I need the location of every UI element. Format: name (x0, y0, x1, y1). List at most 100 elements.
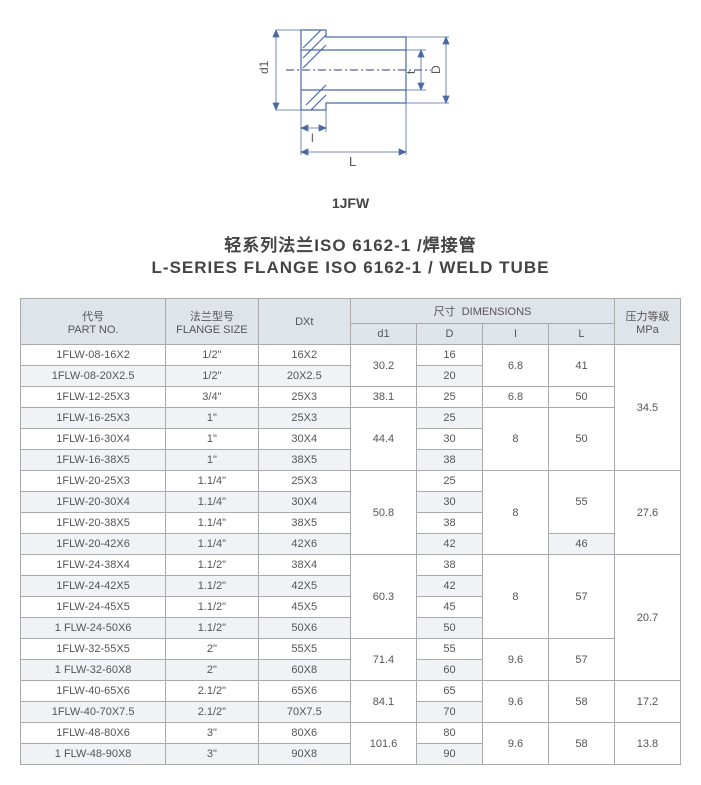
table-row: 1FLW-20-25X31.1/4"25X350.82585527.6 (21, 471, 681, 492)
table-cell: 1FLW-24-45X5 (21, 597, 166, 618)
table-cell: 25 (416, 471, 482, 492)
th-dimensions: 尺寸 DIMENSIONS (350, 299, 614, 324)
table-cell: 58 (548, 681, 614, 723)
table-cell: 30X4 (258, 492, 350, 513)
table-cell: 1/2" (166, 366, 258, 387)
table-row: 1FLW-08-16X21/2"16X230.2166.84134.5 (21, 345, 681, 366)
table-cell: 16 (416, 345, 482, 366)
table-cell: 38 (416, 555, 482, 576)
table-row: 1FLW-24-38X41.1/2"38X460.33885720.7 (21, 555, 681, 576)
th-D: D (416, 324, 482, 345)
table-cell: 6.8 (482, 387, 548, 408)
table-cell: 1FLW-08-16X2 (21, 345, 166, 366)
table-cell: 65X6 (258, 681, 350, 702)
table-cell: 20X2.5 (258, 366, 350, 387)
th-d1: d1 (350, 324, 416, 345)
table-row: 1FLW-12-25X33/4"25X338.1256.850 (21, 387, 681, 408)
th-mpa: 压力等级MPa (614, 299, 680, 345)
table-cell: 34.5 (614, 345, 680, 471)
table-cell: 25 (416, 408, 482, 429)
figure-label: 1JFW (20, 195, 681, 211)
table-cell: 55X5 (258, 639, 350, 660)
th-I: I (482, 324, 548, 345)
table-cell: 1FLW-40-70X7.5 (21, 702, 166, 723)
table-cell: 55 (416, 639, 482, 660)
table-cell: 42X5 (258, 576, 350, 597)
table-cell: 8 (482, 471, 548, 555)
th-dxt: DXt (258, 299, 350, 345)
dim-D: D (429, 65, 443, 74)
table-row: 1FLW-40-65X62.1/2"65X684.1659.65817.2 (21, 681, 681, 702)
table-cell: 8 (482, 408, 548, 471)
table-cell: 1/2" (166, 345, 258, 366)
table-cell: 57 (548, 555, 614, 639)
table-cell: 1FLW-48-80X6 (21, 723, 166, 744)
figure-area: d1 t D (20, 10, 681, 211)
table-cell: 44.4 (350, 408, 416, 471)
table-cell: 9.6 (482, 723, 548, 765)
table-cell: 50X6 (258, 618, 350, 639)
table-cell: 1FLW-32-55X5 (21, 639, 166, 660)
table-cell: 1FLW-40-65X6 (21, 681, 166, 702)
table-cell: 55 (548, 471, 614, 534)
dim-d1: d1 (257, 60, 271, 74)
table-cell: 70 (416, 702, 482, 723)
table-cell: 50 (548, 408, 614, 471)
table-cell: 1.1/4" (166, 471, 258, 492)
table-cell: 9.6 (482, 639, 548, 681)
table-cell: 45X5 (258, 597, 350, 618)
th-flange-size: 法兰型号FLANGE SIZE (166, 299, 258, 345)
table-cell: 3/4" (166, 387, 258, 408)
table-cell: 58 (548, 723, 614, 765)
table-cell: 2.1/2" (166, 702, 258, 723)
table-cell: 1FLW-08-20X2.5 (21, 366, 166, 387)
table-cell: 16X2 (258, 345, 350, 366)
table-cell: 1" (166, 408, 258, 429)
table-cell: 1FLW-16-38X5 (21, 450, 166, 471)
table-cell: 1FLW-24-38X4 (21, 555, 166, 576)
table-row: 1FLW-32-55X52"55X571.4559.657 (21, 639, 681, 660)
table-cell: 1FLW-20-38X5 (21, 513, 166, 534)
table-cell: 57 (548, 639, 614, 681)
technical-drawing: d1 t D (231, 10, 471, 180)
table-cell: 1.1/2" (166, 576, 258, 597)
title-english: L-SERIES FLANGE ISO 6162-1 / WELD TUBE (20, 258, 681, 278)
table-body: 1FLW-08-16X21/2"16X230.2166.84134.51FLW-… (21, 345, 681, 765)
table-cell: 1.1/4" (166, 534, 258, 555)
table-cell: 8 (482, 555, 548, 639)
table-cell: 13.8 (614, 723, 680, 765)
table-cell: 1.1/4" (166, 492, 258, 513)
table-cell: 101.6 (350, 723, 416, 765)
spec-table: 代号PART NO. 法兰型号FLANGE SIZE DXt 尺寸 DIMENS… (20, 298, 681, 765)
table-cell: 1FLW-12-25X3 (21, 387, 166, 408)
table-cell: 65 (416, 681, 482, 702)
table-cell: 1FLW-20-25X3 (21, 471, 166, 492)
table-cell: 3" (166, 744, 258, 765)
table-cell: 60X8 (258, 660, 350, 681)
table-cell: 71.4 (350, 639, 416, 681)
table-cell: 50 (416, 618, 482, 639)
table-cell: 42 (416, 576, 482, 597)
table-cell: 30X4 (258, 429, 350, 450)
table-cell: 1 FLW-48-90X8 (21, 744, 166, 765)
table-cell: 6.8 (482, 345, 548, 387)
table-cell: 45 (416, 597, 482, 618)
table-cell: 2" (166, 660, 258, 681)
table-row: 1FLW-48-80X63"80X6101.6809.65813.8 (21, 723, 681, 744)
table-cell: 38 (416, 450, 482, 471)
table-cell: 30 (416, 492, 482, 513)
table-cell: 2" (166, 639, 258, 660)
table-cell: 1FLW-16-30X4 (21, 429, 166, 450)
table-cell: 1FLW-20-42X6 (21, 534, 166, 555)
table-cell: 42 (416, 534, 482, 555)
table-cell: 84.1 (350, 681, 416, 723)
table-cell: 1.1/2" (166, 597, 258, 618)
table-cell: 60 (416, 660, 482, 681)
table-cell: 1.1/4" (166, 513, 258, 534)
table-cell: 25X3 (258, 408, 350, 429)
table-cell: 1 FLW-24-50X6 (21, 618, 166, 639)
table-cell: 50.8 (350, 471, 416, 555)
table-cell: 46 (548, 534, 614, 555)
table-cell: 42X6 (258, 534, 350, 555)
table-cell: 2.1/2" (166, 681, 258, 702)
